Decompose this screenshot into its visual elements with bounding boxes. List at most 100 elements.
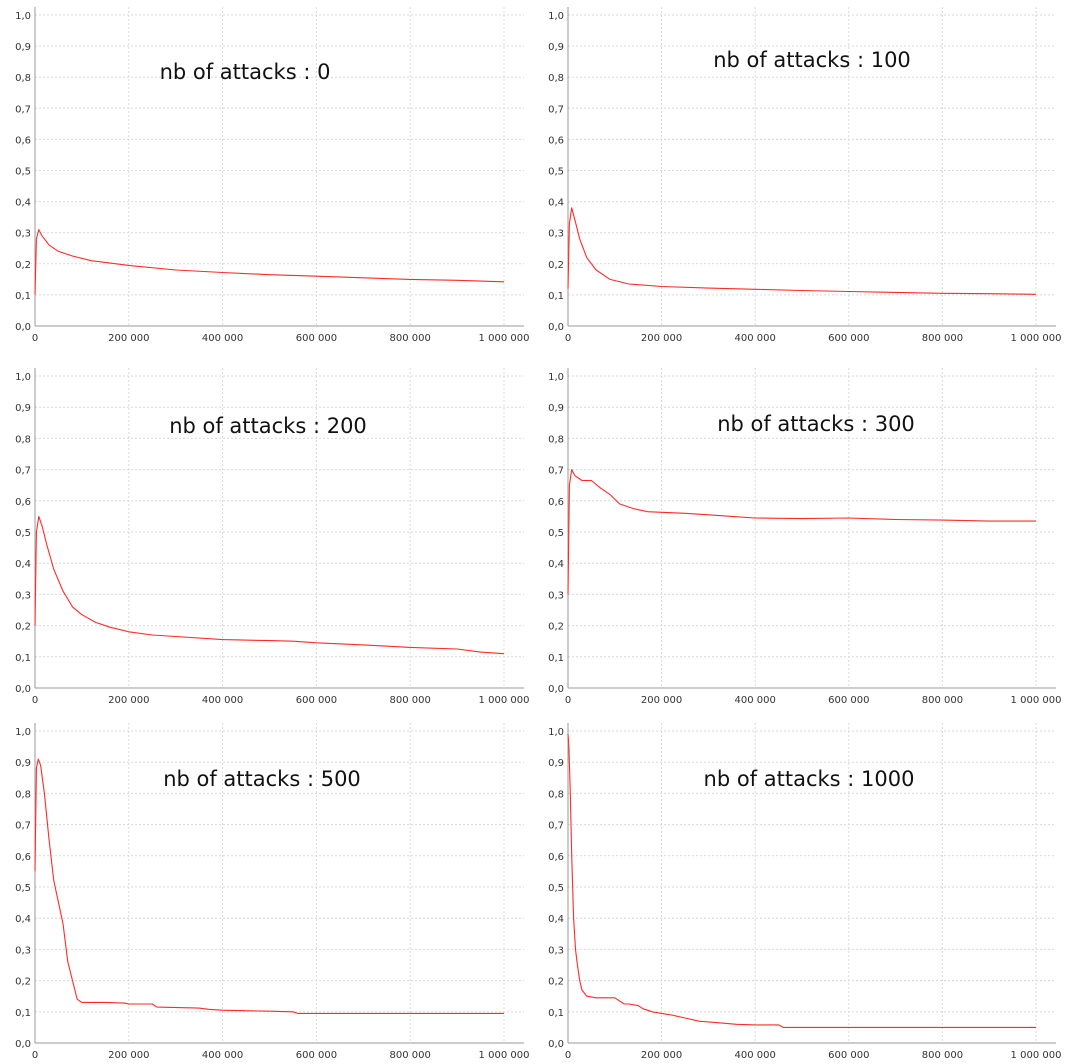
y-tick-label: 0,4 xyxy=(548,559,564,570)
y-tick-label: 0,7 xyxy=(15,466,31,477)
x-tick-label: 600 000 xyxy=(828,695,869,706)
y-tick-label: 0,5 xyxy=(548,883,564,894)
chart-panel-6: 0,0 0,1 0,2 0,3 0,4 0,5 0,6 0,7 0,8 0,9 1,0 0 200 00… xyxy=(548,723,1061,1061)
y-tick-label: 0,4 xyxy=(15,914,31,925)
y-tick-label: 0,6 xyxy=(548,497,564,508)
chart-title: nb of attacks : 300 xyxy=(717,412,915,436)
y-tick-label: 0,5 xyxy=(548,528,564,539)
y-tick-label: 0,8 xyxy=(15,73,31,84)
x-tick-label: 1 000 000 xyxy=(1011,333,1062,344)
chart-title: nb of attacks : 200 xyxy=(169,414,367,438)
y-tick-label: 1,0 xyxy=(15,11,31,22)
y-tick-label: 0,1 xyxy=(548,1008,564,1019)
x-tick-label: 200 000 xyxy=(108,1050,149,1061)
y-tick-label: 0,0 xyxy=(15,1039,31,1050)
x-tick-label: 200 000 xyxy=(641,695,682,706)
y-tick-label: 0,3 xyxy=(548,945,564,956)
y-tick-label: 0,3 xyxy=(548,229,564,240)
y-tick-label: 0,2 xyxy=(15,260,31,271)
chart-title: nb of attacks : 0 xyxy=(160,60,331,84)
x-tick-label: 600 000 xyxy=(296,333,337,344)
y-tick-label: 0,4 xyxy=(15,198,31,209)
y-tick-label: 0,9 xyxy=(15,403,31,414)
x-tick-label: 1 000 000 xyxy=(1011,1050,1062,1061)
chart-title: nb of attacks : 500 xyxy=(163,767,361,791)
y-tick-label: 0,6 xyxy=(548,852,564,863)
y-tick-label: 0,7 xyxy=(15,104,31,115)
y-tick-label: 0,9 xyxy=(548,403,564,414)
chart-title: nb of attacks : 100 xyxy=(713,48,911,72)
x-tick-label: 200 000 xyxy=(641,333,682,344)
y-tick-label: 0,0 xyxy=(15,322,31,333)
y-tick-label: 1,0 xyxy=(548,11,564,22)
y-tick-label: 0,3 xyxy=(15,229,31,240)
y-tick-label: 1,0 xyxy=(15,727,31,738)
x-tick-label: 400 000 xyxy=(735,695,776,706)
y-tick-label: 0,2 xyxy=(548,622,564,633)
x-tick-label: 800 000 xyxy=(922,1050,963,1061)
y-tick-label: 0,2 xyxy=(548,260,564,271)
y-tick-label: 0,7 xyxy=(548,466,564,477)
y-tick-label: 0,7 xyxy=(15,821,31,832)
y-tick-label: 0,6 xyxy=(15,135,31,146)
x-tick-label: 1 000 000 xyxy=(479,333,530,344)
y-tick-label: 0,8 xyxy=(15,789,31,800)
x-tick-label: 0 xyxy=(565,695,571,706)
y-tick-label: 0,2 xyxy=(15,977,31,988)
x-tick-label: 800 000 xyxy=(390,695,431,706)
x-tick-label: 800 000 xyxy=(390,333,431,344)
series-line xyxy=(34,758,504,1014)
chart-panel-2: 0,0 0,1 0,2 0,3 0,4 0,5 0,6 0,7 0,8 0,9 1,0 0 200 00… xyxy=(548,7,1061,344)
y-tick-label: 0,2 xyxy=(15,622,31,633)
y-tick-label: 0,1 xyxy=(548,653,564,664)
y-tick-label: 1,0 xyxy=(548,372,564,383)
x-tick-label: 400 000 xyxy=(202,1050,243,1061)
x-tick-label: 0 xyxy=(32,1050,38,1061)
y-tick-label: 0,5 xyxy=(15,528,31,539)
y-tick-label: 0,0 xyxy=(548,322,564,333)
x-tick-label: 0 xyxy=(565,333,571,344)
y-tick-label: 0,3 xyxy=(15,945,31,956)
x-tick-label: 800 000 xyxy=(922,695,963,706)
y-tick-label: 0,5 xyxy=(15,167,31,178)
y-tick-label: 0,9 xyxy=(15,758,31,769)
y-tick-label: 0,8 xyxy=(548,73,564,84)
y-tick-label: 0,8 xyxy=(548,434,564,445)
chart-panel-5: 0,0 0,1 0,2 0,3 0,4 0,5 0,6 0,7 0,8 0,9 1,0 0 200 00… xyxy=(15,723,529,1061)
x-tick-label: 0 xyxy=(565,1050,571,1061)
y-tick-label: 0,9 xyxy=(548,42,564,53)
y-tick-label: 0,1 xyxy=(15,653,31,664)
y-tick-label: 0,0 xyxy=(548,1039,564,1050)
y-tick-label: 1,0 xyxy=(548,727,564,738)
x-tick-label: 600 000 xyxy=(828,333,869,344)
x-tick-label: 0 xyxy=(32,333,38,344)
y-tick-label: 0,7 xyxy=(548,104,564,115)
x-tick-label: 600 000 xyxy=(296,1050,337,1061)
y-tick-label: 0,0 xyxy=(548,684,564,695)
series-line xyxy=(34,515,505,655)
y-tick-label: 0,1 xyxy=(548,291,564,302)
y-tick-label: 0,1 xyxy=(15,291,31,302)
y-tick-label: 0,0 xyxy=(15,684,31,695)
series-line xyxy=(567,207,1037,295)
chart-title: nb of attacks : 1000 xyxy=(704,767,915,791)
x-tick-label: 400 000 xyxy=(735,1050,776,1061)
x-tick-label: 600 000 xyxy=(828,1050,869,1061)
y-tick-label: 0,5 xyxy=(15,883,31,894)
y-tick-label: 0,9 xyxy=(548,758,564,769)
y-tick-label: 0,6 xyxy=(548,135,564,146)
y-tick-label: 0,7 xyxy=(548,821,564,832)
series-line xyxy=(567,469,1036,595)
y-tick-label: 0,4 xyxy=(548,198,564,209)
y-tick-label: 0,4 xyxy=(548,914,564,925)
x-tick-label: 400 000 xyxy=(202,695,243,706)
x-tick-label: 400 000 xyxy=(202,333,243,344)
chart-panel-4: 0,0 0,1 0,2 0,3 0,4 0,5 0,6 0,7 0,8 0,9 1,0 0 200 00… xyxy=(548,368,1061,706)
x-tick-label: 200 000 xyxy=(641,1050,682,1061)
y-tick-label: 0,8 xyxy=(548,789,564,800)
y-tick-label: 0,5 xyxy=(548,167,564,178)
y-tick-label: 1,0 xyxy=(15,372,31,383)
series-line xyxy=(567,734,1036,1028)
y-tick-label: 0,3 xyxy=(548,590,564,601)
y-tick-label: 0,3 xyxy=(15,590,31,601)
